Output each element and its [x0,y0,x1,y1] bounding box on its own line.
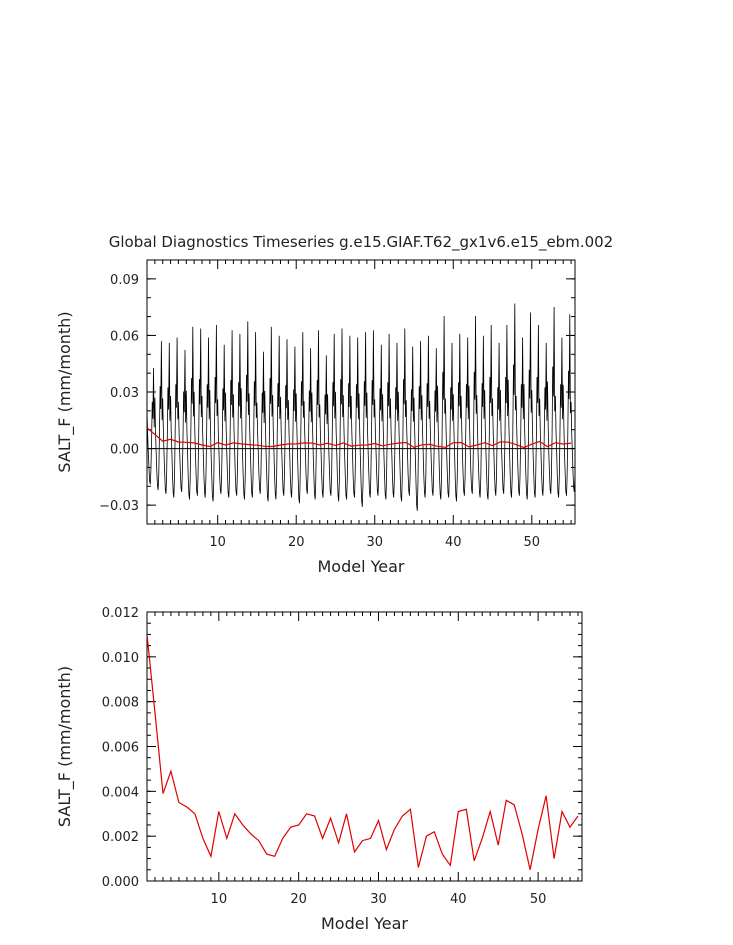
y-axis-label: SALT_F (mm/month) [55,311,75,472]
y-tick-label: 0.004 [102,785,139,800]
x-axis-label: Model Year [321,914,408,933]
x-axis-label: Model Year [318,557,405,576]
y-tick-label: 0.002 [102,830,139,845]
y-tick-label: −0.03 [99,499,139,514]
y-axis-label: SALT_F (mm/month) [55,666,75,827]
x-tick-label: 20 [288,535,305,550]
x-tick-label: 30 [370,892,387,907]
x-tick-label: 20 [290,892,307,907]
x-tick-label: 50 [524,535,541,550]
y-tick-label: 0.006 [102,741,139,756]
bottom-panel: 10 20 30 40 50 0.000 0.002 0.004 0.006 0.008 0.010… [55,606,583,933]
y-tick-label: 0.09 [110,273,139,288]
series-monthly-line [147,303,575,511]
x-tick-label: 50 [530,892,547,907]
series-annual-line [147,427,572,449]
y-tick-label: 0.008 [102,696,139,711]
x-tick-label: 40 [445,535,462,550]
y-tick-label: 0.03 [110,386,139,401]
y-tick-label: 0.00 [110,443,139,458]
series-annual-line [147,634,579,870]
x-tick-label: 40 [450,892,467,907]
y-tick-label: 0.010 [102,651,139,666]
x-tick-label: 30 [366,535,383,550]
y-tick-label: 0.012 [102,606,139,621]
y-tick-label: 0.000 [102,875,139,890]
x-tick-label: 10 [209,535,226,550]
top-panel: 10 20 30 40 50 −0.03 0.00 0.03 0.06 0.09 Model Yea… [55,259,576,576]
x-tick-label: 10 [211,892,228,907]
chart-title: Global Diagnostics Timeseries g.e15.GIAF… [109,233,613,252]
y-tick-label: 0.06 [110,329,139,344]
